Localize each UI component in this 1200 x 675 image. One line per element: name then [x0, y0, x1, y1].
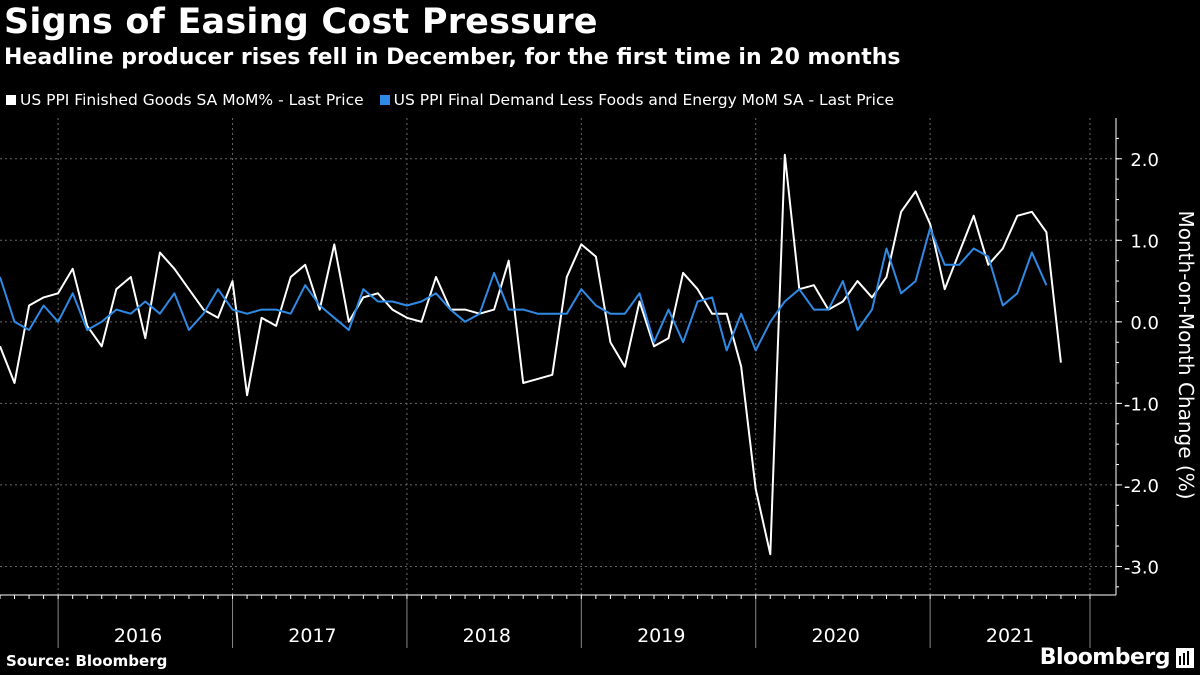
x-tick-label: 2019 — [637, 625, 685, 647]
x-tick-label: 2016 — [114, 625, 162, 647]
x-tick-label: 2018 — [463, 625, 511, 647]
y-axis-label: Month-on-Month Change (%) — [1174, 211, 1198, 500]
series-layer — [0, 153, 1062, 556]
series-line-finished-goods — [0, 153, 1062, 556]
legend-swatch-blue — [379, 95, 390, 105]
bloomberg-logo: Bloomberg — [1040, 645, 1194, 670]
bloomberg-wordmark: Bloomberg — [1039, 645, 1171, 670]
series-line-final-demand — [0, 227, 1048, 352]
legend: US PPI Finished Goods SA MoM% - Last Pri… — [6, 91, 910, 109]
bloomberg-mark-icon — [1176, 647, 1194, 668]
y-tick-label: -2.0 — [1124, 476, 1159, 497]
y-tick-label: -1.0 — [1124, 394, 1159, 415]
y-tick-label: 0.0 — [1130, 313, 1159, 334]
x-tick-label: 2017 — [288, 625, 336, 647]
chart-subtitle: Headline producer rises fell in December… — [4, 45, 901, 70]
x-tick-label: 2020 — [811, 625, 859, 647]
axis-layer: 2.0 1.0 0.0 -1.0 -2.0 -3.0 2016 2017 2018 2019 202… — [0, 118, 1159, 648]
y-tick-label: 1.0 — [1130, 231, 1159, 252]
legend-item-finished-goods: US PPI Finished Goods SA MoM% - Last Pri… — [6, 91, 364, 109]
legend-label-finished-goods: US PPI Finished Goods SA MoM% - Last Pri… — [20, 91, 364, 109]
y-tick-label: 2.0 — [1130, 150, 1159, 171]
y-tick-label: -3.0 — [1124, 557, 1159, 578]
chart-title: Signs of Easing Cost Pressure — [4, 2, 598, 42]
grid-layer — [0, 118, 1116, 595]
x-tick-label: 2021 — [986, 625, 1034, 647]
legend-item-final-demand: US PPI Final Demand Less Foods and Energ… — [379, 91, 895, 109]
source-label: Source: Bloomberg — [6, 652, 168, 670]
legend-label-final-demand: US PPI Final Demand Less Foods and Energ… — [393, 91, 895, 109]
legend-swatch-white — [6, 95, 16, 105]
